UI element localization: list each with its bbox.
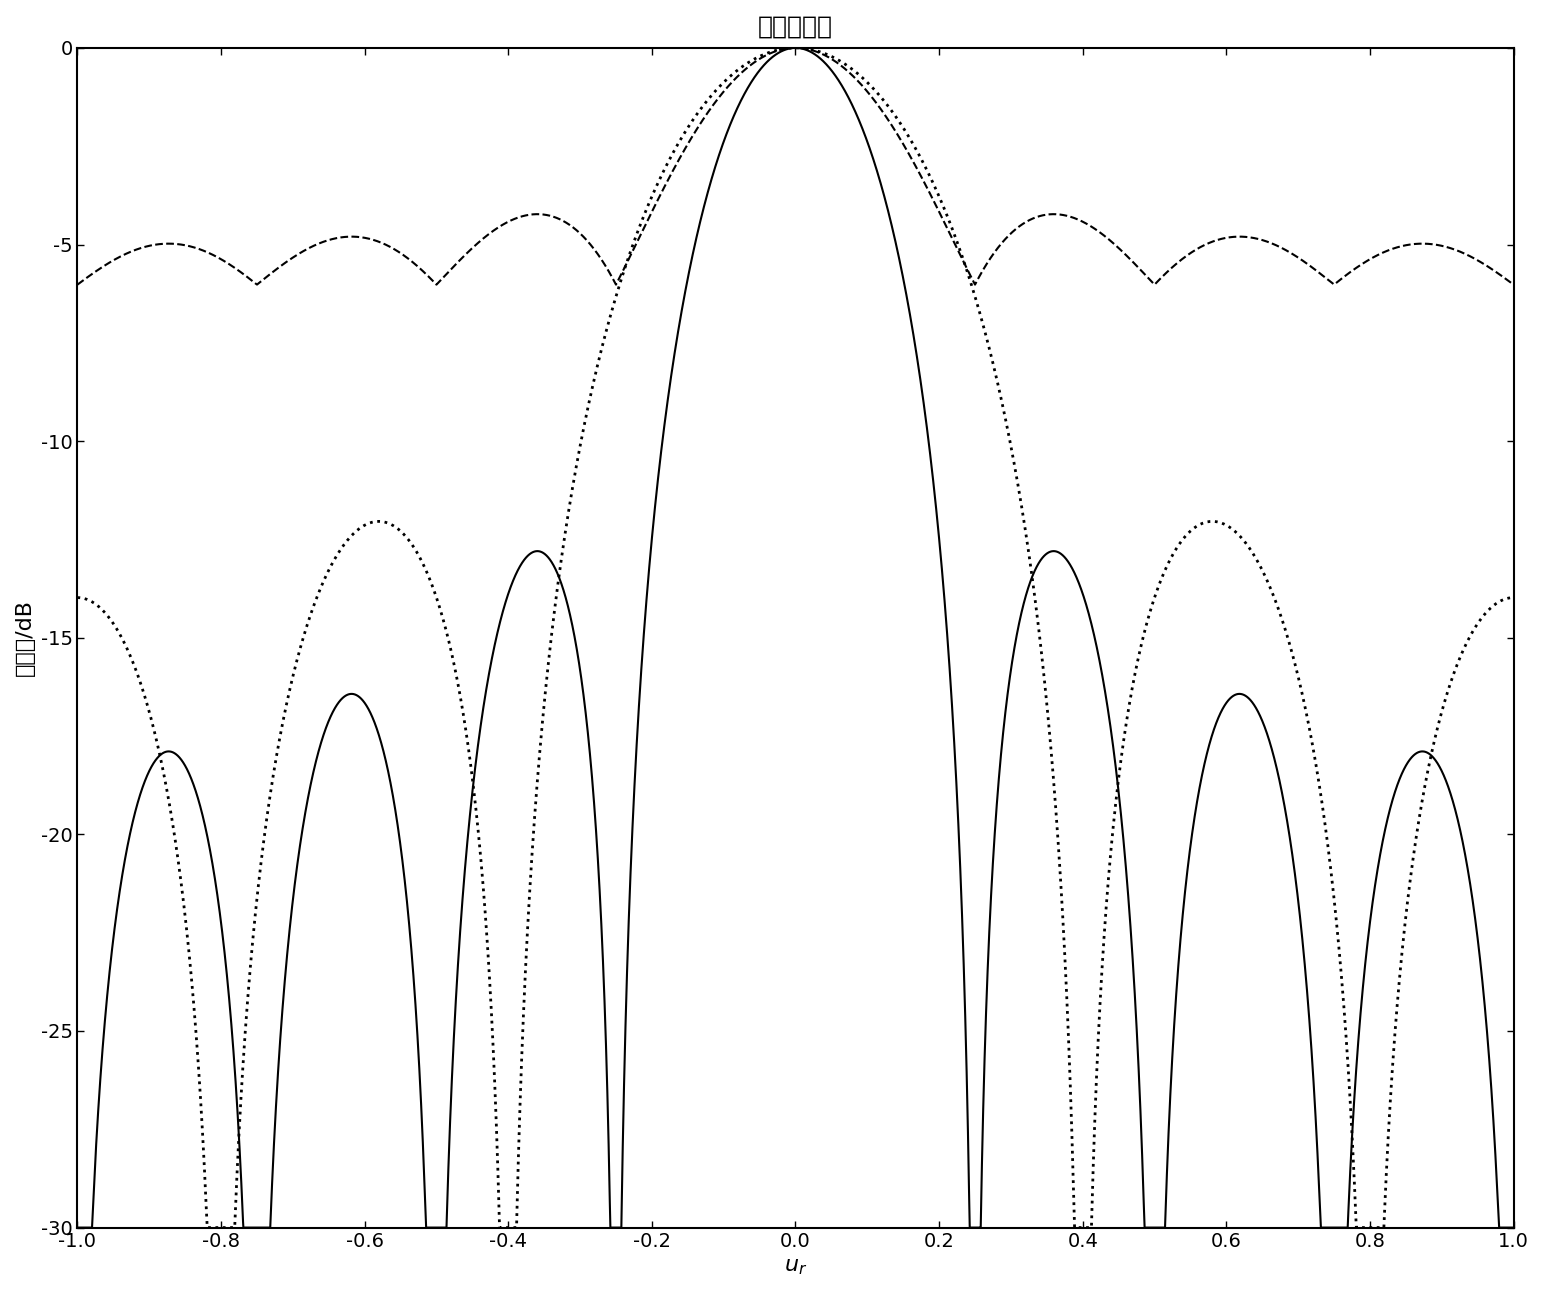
X-axis label: $u_r$: $u_r$: [784, 1257, 808, 1276]
Title: 方向图比较: 方向图比较: [758, 16, 834, 39]
Y-axis label: 方向图/dB: 方向图/dB: [15, 599, 36, 676]
